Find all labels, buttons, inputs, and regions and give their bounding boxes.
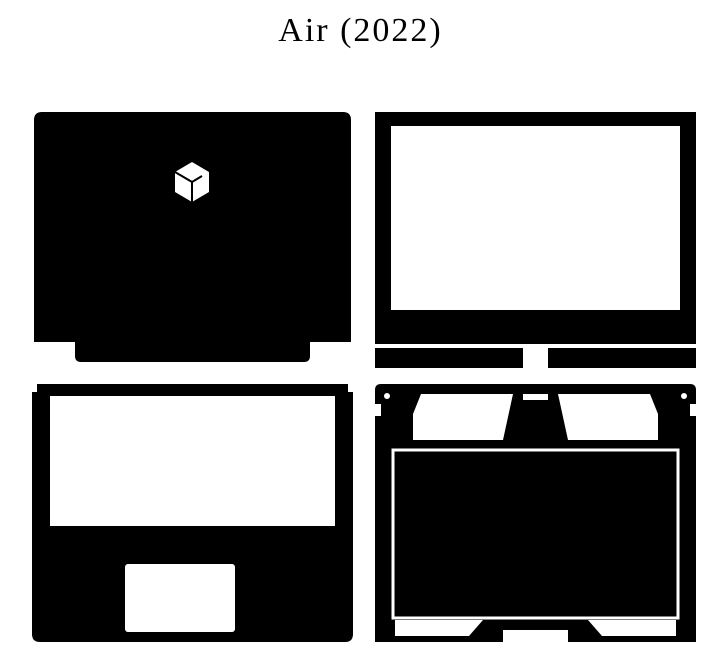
palmrest (30, 384, 355, 642)
lid-top-cover (30, 112, 355, 370)
product-title: Air (2022) (0, 12, 721, 50)
panel-grid (30, 112, 698, 642)
screen-bezel (373, 112, 698, 370)
bottom-case (373, 384, 698, 642)
